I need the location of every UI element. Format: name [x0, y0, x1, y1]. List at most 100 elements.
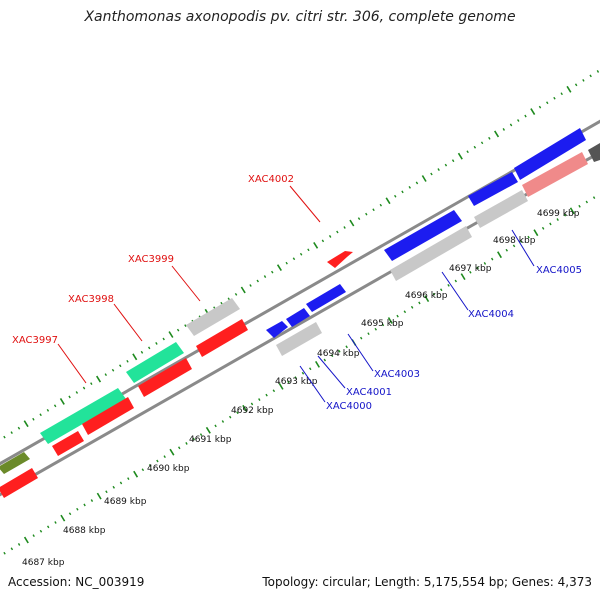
major-tick — [23, 536, 29, 544]
minor-tick — [538, 105, 542, 109]
gene-feature-red-a[interactable] — [0, 468, 38, 498]
minor-tick — [473, 145, 477, 149]
minor-tick — [263, 275, 267, 278]
minor-tick — [119, 481, 123, 485]
minor-tick — [574, 83, 578, 87]
gene-feature-xac4001[interactable] — [286, 308, 310, 327]
minor-tick — [321, 239, 325, 243]
gene-feature-olive[interactable] — [0, 452, 30, 474]
minor-tick — [560, 92, 563, 96]
kbp-label: 4695 kbp — [361, 319, 404, 329]
kbp-label: 4696 kbp — [405, 291, 448, 301]
gene-feature-gray-a[interactable] — [276, 322, 322, 356]
gene-label-xac3999[interactable]: XAC3999 — [128, 254, 174, 265]
minor-tick — [408, 186, 411, 189]
minor-tick — [541, 226, 545, 230]
minor-tick — [82, 386, 86, 390]
major-tick — [276, 264, 282, 272]
gene-feature-blue-far[interactable] — [514, 128, 586, 180]
gene-feature-xac4002[interactable] — [327, 251, 353, 268]
major-tick — [566, 85, 572, 93]
gene-feature-xac4003[interactable] — [306, 284, 346, 312]
gene-feature-gray-b[interactable] — [390, 226, 472, 281]
minor-tick — [162, 337, 165, 341]
major-tick — [497, 251, 502, 259]
minor-tick — [90, 499, 94, 502]
gene-feature-xac3999[interactable] — [186, 298, 240, 336]
minor-tick — [553, 96, 556, 100]
minor-tick — [480, 141, 484, 145]
gene-feature-xac4000[interactable] — [266, 321, 288, 338]
minor-tick — [147, 346, 151, 350]
minor-tick — [199, 433, 203, 437]
gene-label-xac4003[interactable]: XAC4003 — [374, 369, 420, 380]
minor-tick — [119, 364, 122, 368]
major-tick — [278, 382, 284, 390]
gene-feature-gray-edge[interactable] — [588, 143, 600, 162]
kbp-label: 4691 kbp — [189, 435, 232, 445]
gene-label-xac3998[interactable]: XAC3998 — [68, 294, 114, 305]
minor-tick — [451, 159, 455, 163]
major-tick — [457, 152, 463, 160]
minor-tick — [512, 244, 516, 248]
gene-label-xac4002[interactable]: XAC4002 — [248, 174, 294, 185]
gene-label-xac4004[interactable]: XAC4004 — [468, 309, 514, 320]
major-tick — [315, 360, 320, 368]
gene-feature-red-c[interactable] — [82, 397, 134, 435]
minor-tick — [394, 194, 397, 198]
minor-tick — [432, 292, 436, 296]
gene-feature-xac3997[interactable] — [40, 388, 126, 444]
kbp-label: 4689 kbp — [104, 497, 147, 507]
minor-tick — [379, 203, 383, 207]
minor-tick — [488, 136, 491, 140]
minor-tick — [292, 257, 296, 261]
minor-tick — [328, 235, 332, 238]
minor-tick — [258, 398, 261, 401]
minor-tick — [127, 477, 130, 480]
leader-xac3998 — [113, 303, 143, 342]
gene-feature-pink[interactable] — [522, 152, 588, 197]
gene-feature-red-e[interactable] — [196, 319, 248, 357]
kbp-label: 4699 kbp — [537, 209, 580, 219]
minor-tick — [430, 172, 433, 176]
minor-tick — [156, 459, 159, 463]
accession-text: Accession: NC_003919 — [8, 575, 145, 589]
minor-tick — [271, 270, 274, 274]
minor-tick — [126, 359, 129, 363]
minor-tick — [75, 391, 79, 394]
minor-tick — [53, 404, 57, 408]
gene-label-xac4005[interactable]: XAC4005 — [536, 265, 582, 276]
minor-tick — [178, 446, 181, 450]
gene-feature-red-b[interactable] — [52, 431, 84, 456]
gene-feature-xac4004[interactable] — [384, 210, 462, 261]
gene-label-xac3997[interactable]: XAC3997 — [12, 335, 58, 346]
gene-feature-red-d[interactable] — [138, 358, 192, 397]
minor-tick — [3, 435, 6, 439]
gene-feature-gray-c[interactable] — [474, 190, 528, 228]
minor-tick — [32, 534, 35, 538]
gene-label-xac4000[interactable]: XAC4000 — [326, 401, 372, 412]
major-tick — [385, 197, 391, 205]
page-title: Xanthomonas axonopodis pv. citri str. 30… — [84, 9, 516, 25]
gene-label-xac4001[interactable]: XAC4001 — [346, 387, 392, 398]
minor-tick — [236, 411, 239, 415]
leader-xac4002 — [289, 185, 321, 223]
minor-tick — [527, 235, 530, 239]
minor-tick — [17, 426, 21, 430]
minor-tick — [447, 284, 450, 287]
gene-feature-xac4005[interactable] — [468, 172, 518, 206]
minor-tick — [192, 437, 196, 441]
major-tick — [424, 295, 430, 303]
major-tick — [569, 207, 575, 215]
minor-tick — [502, 128, 506, 131]
minor-tick — [3, 551, 6, 555]
minor-tick — [396, 314, 399, 318]
minor-tick — [546, 101, 549, 105]
minor-tick — [330, 354, 334, 358]
minor-tick — [250, 402, 254, 406]
minor-tick — [336, 230, 339, 234]
gene-feature-xac3998[interactable] — [126, 342, 184, 383]
minor-tick — [228, 415, 232, 419]
minor-tick — [585, 200, 589, 204]
